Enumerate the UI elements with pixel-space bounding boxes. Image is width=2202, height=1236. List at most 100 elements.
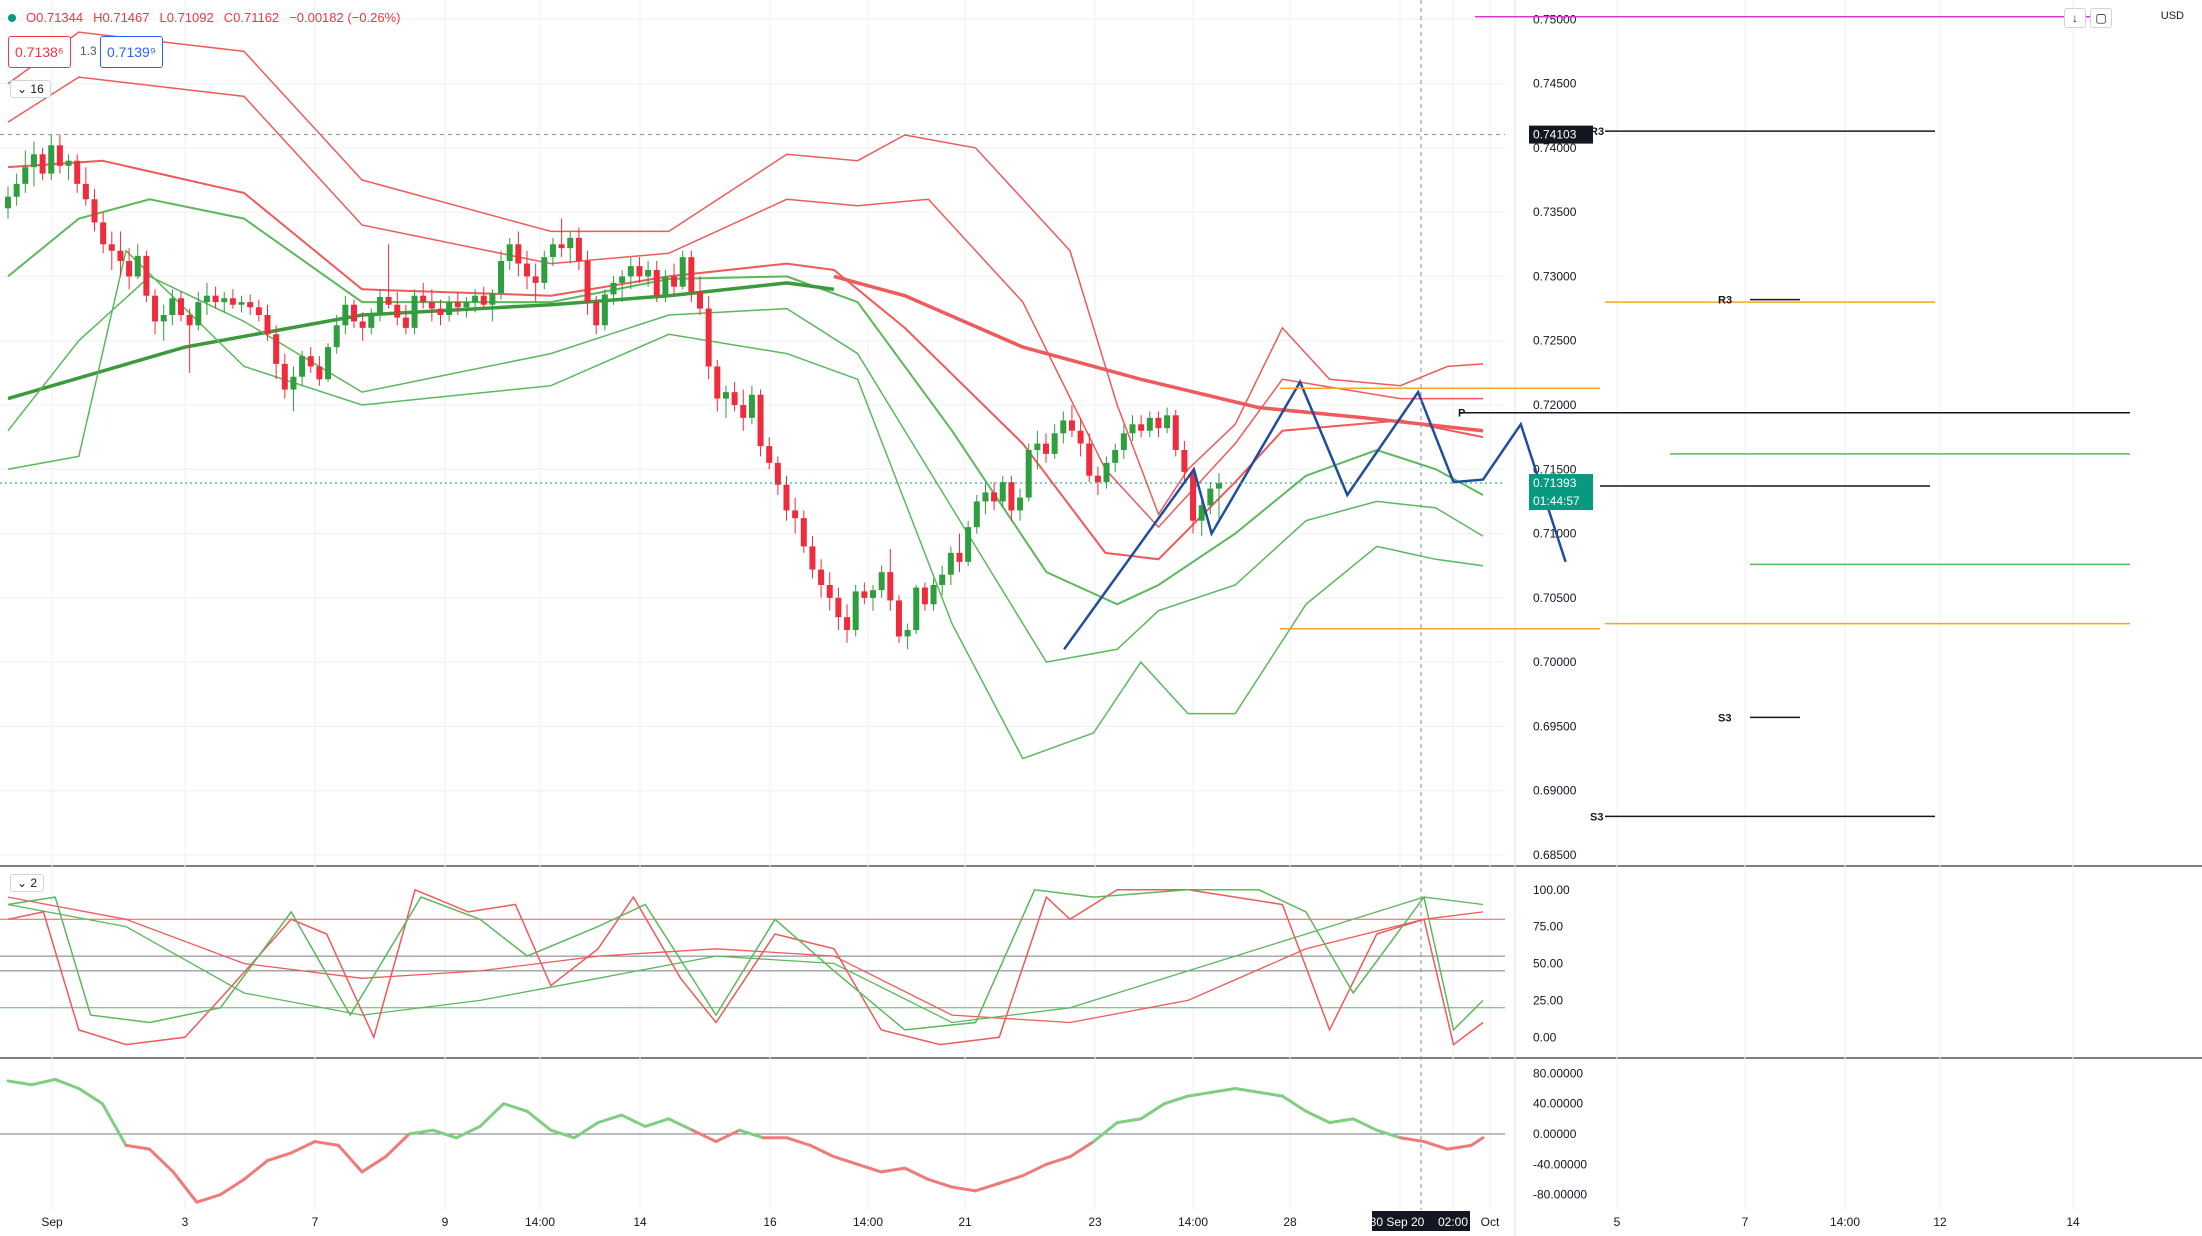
osc2-segment — [950, 1185, 978, 1193]
candle-body — [1008, 482, 1015, 511]
candle-body — [636, 266, 643, 277]
osc-pane-collapse-toggle[interactable]: ⌄ 2 — [10, 874, 45, 892]
candle-body — [402, 317, 409, 328]
candle-body — [463, 302, 470, 308]
candle-body — [74, 160, 81, 184]
osc2-segment — [266, 1151, 293, 1163]
candle-body — [385, 297, 392, 305]
pane-buttons: ↓ ▢ — [2064, 8, 2112, 28]
price-tick-label: 0.74000 — [1533, 141, 1577, 155]
candle-body — [229, 298, 236, 305]
lower-band-outer-line — [7, 249, 1484, 760]
candle-body — [134, 255, 141, 277]
candle-body — [394, 304, 401, 318]
main-pane-collapse-toggle[interactable]: ⌄ 16 — [10, 80, 51, 98]
maximize-icon[interactable]: ▢ — [2090, 8, 2112, 28]
osc1-red-long-line — [7, 896, 1484, 1024]
candle-body — [342, 304, 349, 326]
time-tick-label: 7 — [1742, 1215, 1749, 1229]
time-tick-label: 12 — [1933, 1215, 1947, 1229]
candle-body — [169, 298, 176, 315]
candle-body — [913, 587, 920, 630]
candle-body — [524, 263, 530, 277]
candle-body — [601, 294, 608, 326]
candle-body — [446, 302, 453, 315]
time-tick-label: 3 — [182, 1215, 189, 1229]
time-tick-label: 14:00 — [525, 1215, 555, 1229]
candle-body — [714, 366, 721, 399]
osc2-segment — [384, 1132, 411, 1159]
candle-body — [991, 492, 998, 502]
osc2-segment — [407, 1128, 435, 1136]
candle-body — [1017, 497, 1024, 511]
candle-body — [1112, 450, 1119, 463]
osc2-segment — [1021, 1162, 1048, 1178]
osc2-segment — [572, 1121, 600, 1140]
sell-button[interactable]: 0.7138⁶ — [8, 36, 71, 68]
candle-body — [65, 160, 72, 166]
osc2-segment — [903, 1166, 930, 1181]
osc2-segment — [195, 1193, 222, 1204]
osc2-segment — [1398, 1136, 1426, 1144]
candle-body — [117, 250, 124, 261]
osc2-segment — [171, 1170, 199, 1204]
main-pane-indicator-count: 16 — [30, 82, 44, 96]
candle-body — [809, 546, 816, 570]
candle-body — [1103, 462, 1110, 483]
osc2-segment — [1210, 1087, 1237, 1094]
candle-body — [152, 295, 159, 322]
candle-body — [212, 295, 219, 303]
s3-lower-label: S3 — [1590, 811, 1603, 823]
price-tick-label: 0.68500 — [1533, 848, 1577, 862]
osc2-segment — [1422, 1140, 1450, 1151]
arrow-down-icon[interactable]: ↓ — [2064, 8, 2086, 28]
osc2-segment — [431, 1128, 458, 1140]
candle-body — [22, 167, 29, 184]
candle-body — [549, 244, 556, 258]
candle-body — [671, 276, 678, 287]
candle-body — [835, 597, 842, 618]
candle-body — [437, 308, 444, 315]
candle-body — [290, 376, 297, 390]
red-long-ma-line — [833, 274, 1484, 433]
s3-upper-label: S3 — [1718, 712, 1731, 724]
r3-upper-label: R3 — [1590, 126, 1604, 138]
candle-body — [705, 308, 712, 367]
candle-body — [870, 590, 876, 598]
candle-body — [748, 394, 755, 418]
time-tick-label: 14:00 — [1830, 1215, 1860, 1229]
candle-body — [757, 394, 764, 447]
candle-body — [1198, 505, 1205, 521]
crosshair-time-label: 02:00 — [1438, 1215, 1468, 1229]
candle-body — [575, 237, 582, 261]
osc1-red-fast-line — [7, 888, 1484, 1046]
osc2-segment — [926, 1177, 954, 1189]
osc2-tick-label: 80.00000 — [1533, 1066, 1583, 1080]
price-tick-label: 0.71500 — [1533, 462, 1577, 476]
price-tick-label: 0.70500 — [1533, 591, 1577, 605]
candle-body — [480, 295, 487, 305]
osc2-segment — [1328, 1117, 1355, 1125]
candle-body — [593, 302, 600, 326]
red-mid-line — [7, 159, 1484, 561]
osc2-segment — [1469, 1136, 1485, 1147]
candle-body — [766, 446, 773, 463]
buy-button[interactable]: 0.7139⁹ — [100, 36, 163, 68]
candle-body — [627, 266, 634, 277]
candle-body — [160, 315, 167, 322]
ohlc-change: −0.00182 (−0.26%) — [289, 10, 401, 25]
candle-body — [844, 617, 851, 630]
time-tick-label: Oct — [1481, 1215, 1500, 1229]
candle-body — [411, 295, 418, 328]
time-tick-label: 28 — [1283, 1215, 1297, 1229]
candle-body — [515, 244, 522, 264]
candle-body — [203, 295, 210, 303]
osc2-segment — [1351, 1117, 1379, 1132]
price-tick-label: 0.72000 — [1533, 398, 1577, 412]
candle-body — [238, 302, 245, 305]
time-tick-label: 16 — [763, 1215, 777, 1229]
candle-body — [826, 585, 833, 598]
osc2-segment — [1186, 1090, 1214, 1098]
candle-body — [1216, 483, 1222, 489]
